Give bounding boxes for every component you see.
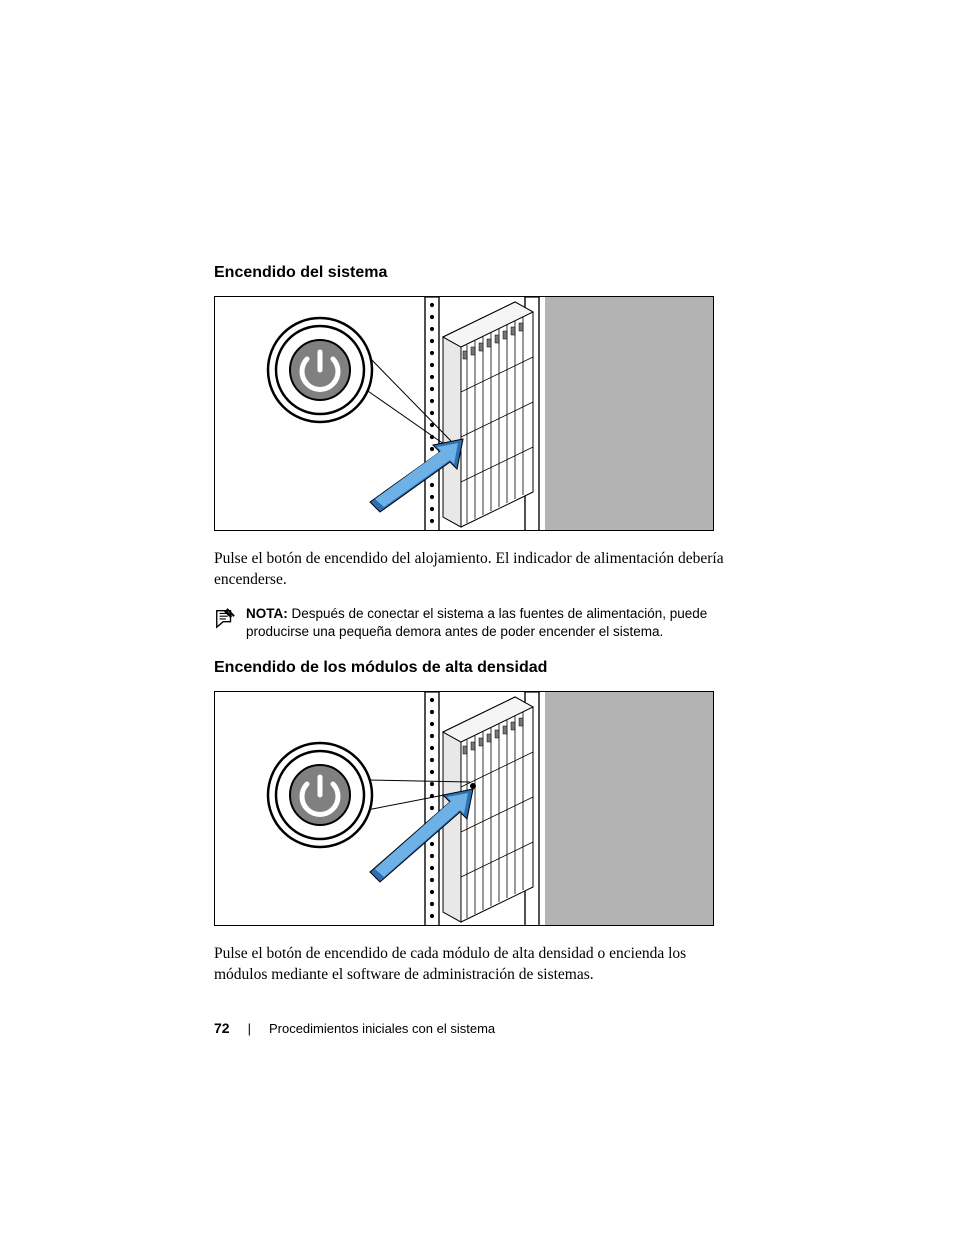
power-button-callout-2 [268,743,372,847]
footer-text: Procedimientos iniciales con el sistema [269,1021,495,1036]
figure1-wrap [214,296,734,531]
figure2-svg [215,692,545,926]
figure1 [214,296,714,531]
content-column: Encendido del sistema [214,264,734,1000]
note-body: Después de conectar el sistema a las fue… [246,606,707,639]
page-footer: 72 | Procedimientos iniciales con el sis… [214,1020,495,1036]
footer-separator: | [248,1021,251,1036]
section1-heading: Encendido del sistema [214,264,734,282]
figure2 [214,691,714,926]
note-label: NOTA: [246,606,288,621]
figure2-inner [215,692,545,925]
note-row: NOTA: Después de conectar el sistema a l… [214,605,734,641]
figure1-inner [215,297,545,530]
page-number: 72 [214,1020,230,1036]
figure2-wrap [214,691,734,926]
section2-body: Pulse el botón de encendido de cada módu… [214,944,734,986]
page: Encendido del sistema [0,0,954,1235]
figure1-svg [215,297,545,531]
note-icon [214,607,236,629]
section1-body: Pulse el botón de encendido del alojamie… [214,549,734,591]
note-text: NOTA: Después de conectar el sistema a l… [246,605,734,641]
power-button-callout-1 [268,318,372,422]
section2-heading: Encendido de los módulos de alta densida… [214,659,734,677]
